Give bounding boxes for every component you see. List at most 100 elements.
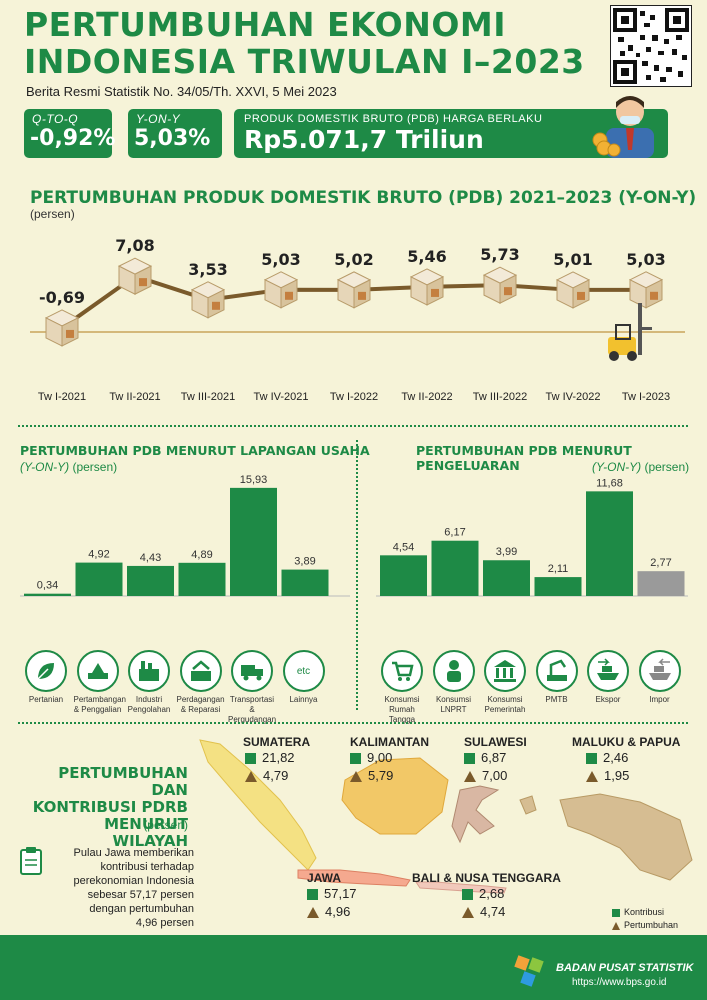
kontribusi-value: 21,82	[262, 750, 295, 765]
footer-org: BADAN PUSAT STATISTIK	[556, 962, 694, 974]
kontribusi-value: 57,17	[324, 886, 357, 901]
legend-kontribusi: Kontribusi	[624, 907, 665, 917]
category-icon-item: Transportasi & Pergudangan	[228, 650, 276, 725]
truck-icon	[231, 650, 273, 692]
region-sumatera: SUMATERA 21,82 4,79	[243, 735, 310, 785]
machine-icon	[535, 650, 578, 692]
pertumbuhan-triangle-icon	[307, 907, 319, 919]
map-bali-nt	[415, 881, 507, 894]
category-label: & Pergudangan	[228, 705, 277, 724]
bar-value-label: 0,34	[37, 580, 58, 592]
category-label: Konsumsi	[487, 695, 523, 704]
category-label: Pemerintah	[484, 705, 526, 714]
region-sulawesi: SULAWESI 6,87 7,00	[464, 735, 527, 785]
region-name: JAWA	[307, 871, 342, 885]
line-chart-title: PERTUMBUHAN PRODUK DOMESTIK BRUTO (PDB) …	[30, 188, 697, 208]
category-icon-item: PMTB	[533, 650, 581, 705]
note-line: perekonomian Indonesia	[73, 875, 194, 887]
region-title-2: KONTRIBUSI PDRB	[32, 798, 188, 816]
category-label: Perdagangan	[176, 695, 225, 704]
legend-pertumbuhan: Pertumbuhan	[624, 920, 679, 930]
line-chart-unit: (persen)	[30, 207, 75, 221]
title-line-1: PERTUMBUHAN EKONOMI	[24, 5, 506, 44]
shopping-icon	[381, 650, 423, 692]
category-label: Impor	[649, 695, 670, 704]
building-icon	[484, 650, 526, 692]
region-title: PERTUMBUHAN DAN KONTRIBUSI PDRB MENURUT …	[30, 765, 188, 850]
pdb-line-chart: -0,69 7,08 3,53 5,03 5,02 5,46 5,73 5,01 5,03 Tw…	[30, 236, 685, 403]
etc-icon: etc	[282, 650, 325, 692]
title-line-2: INDONESIA TRIWULAN I–2023	[24, 42, 585, 81]
bar	[483, 560, 530, 596]
mining-icon	[76, 650, 119, 692]
x-tick-label: Tw IV-2022	[545, 391, 600, 403]
map-sumatera	[199, 739, 317, 871]
category-label: Konsumsi	[384, 695, 420, 704]
category-label: Ekspor	[595, 695, 621, 704]
footer-url[interactable]: https://www.bps.go.id	[572, 977, 667, 988]
pertumbuhan-value: 5,79	[368, 768, 394, 783]
divider	[18, 425, 688, 427]
kontribusi-square-icon	[307, 889, 318, 901]
map-maluku	[519, 795, 537, 815]
bar	[281, 569, 329, 596]
pg-title: PERTUMBUHAN PDB MENURUT PENGELUARAN	[416, 443, 632, 473]
box-point-icon	[409, 268, 445, 306]
category-label: Rumah Tangga	[388, 705, 416, 724]
qtoq-box: Q-TO-Q -0,92%	[24, 109, 115, 158]
pertumbuhan-value: 4,96	[325, 904, 351, 919]
category-icon-item: etc Lainnya	[280, 650, 328, 705]
category-label: & Penggalian	[73, 705, 122, 714]
map-papua	[559, 793, 693, 881]
box-point-icon	[44, 309, 80, 347]
box-point-icon	[336, 271, 372, 309]
category-label: Pengolahan	[127, 705, 171, 714]
point-value-label: 7,08	[115, 236, 154, 255]
clipboard-icon	[20, 847, 42, 875]
pertumbuhan-value: 4,79	[263, 768, 289, 783]
kontribusi-square-icon	[245, 753, 256, 765]
category-label: LNPRT	[440, 705, 467, 714]
bar-value-label: 3,89	[294, 556, 315, 568]
map-kalimantan	[341, 757, 449, 835]
region-bali-nt: BALI & NUSA TENGGARA 2,68 4,74	[412, 871, 561, 921]
bar	[230, 487, 277, 596]
x-tick-label: Tw II-2022	[401, 391, 452, 403]
pg-bar-chart: 4,54 6,17 3,99 2,11 11,68 2,77	[376, 477, 688, 597]
pg-unit: (Y-ON-Y) (persen)	[592, 460, 689, 474]
pertumbuhan-value: 1,95	[604, 768, 630, 783]
bar	[586, 491, 633, 596]
note-line: sebesar 57,17 persen	[87, 889, 194, 901]
bar-value-label: 2,11	[548, 563, 569, 575]
businessman-icon	[592, 96, 654, 158]
x-tick-label: Tw III-2022	[473, 391, 527, 403]
region-jawa: JAWA 57,17 4,96	[307, 871, 357, 921]
lu-bar-chart: 0,34 4,92 4,43 4,89 15,93 3,89	[20, 474, 350, 597]
pdb-label: PRODUK DOMESTIK BRUTO (PDB) HARGA BERLAK…	[244, 113, 543, 125]
lu-unit: (Y-ON-Y) (persen)	[20, 460, 117, 474]
leaf-icon	[25, 650, 67, 692]
page-title: PERTUMBUHAN EKONOMI INDONESIA TRIWULAN I…	[24, 6, 585, 80]
bar-value-label: 4,89	[191, 549, 212, 561]
lu-unit-italic: (Y-ON-Y)	[20, 460, 70, 474]
box-point-icon	[628, 271, 664, 309]
bar	[380, 555, 427, 596]
pertumbuhan-triangle-icon	[586, 771, 598, 783]
region-name: MALUKU & PAPUA	[572, 735, 681, 749]
region-maluku-papua: MALUKU & PAPUA 2,46 1,95	[572, 735, 680, 785]
point-value-label: 5,03	[261, 250, 300, 269]
category-label: Lainnya	[289, 695, 318, 704]
footer	[0, 935, 707, 1000]
x-tick-label: Tw II-2021	[109, 391, 160, 403]
lu-icon-row: Pertanian Pertambangan & Penggalian Industr…	[20, 650, 350, 724]
kontribusi-value: 6,87	[481, 750, 507, 765]
pertumbuhan-triangle-icon	[350, 771, 362, 783]
person-icon	[432, 650, 475, 692]
bar-value-label: 11,68	[596, 477, 623, 489]
import-ship-icon	[638, 650, 681, 692]
point-value-label: 5,03	[626, 250, 665, 269]
region-name: BALI & NUSA TENGGARA	[412, 871, 561, 885]
bar-value-label: 4,92	[88, 549, 109, 561]
qr-code-icon[interactable]	[610, 5, 692, 87]
box-point-icon	[263, 271, 299, 309]
